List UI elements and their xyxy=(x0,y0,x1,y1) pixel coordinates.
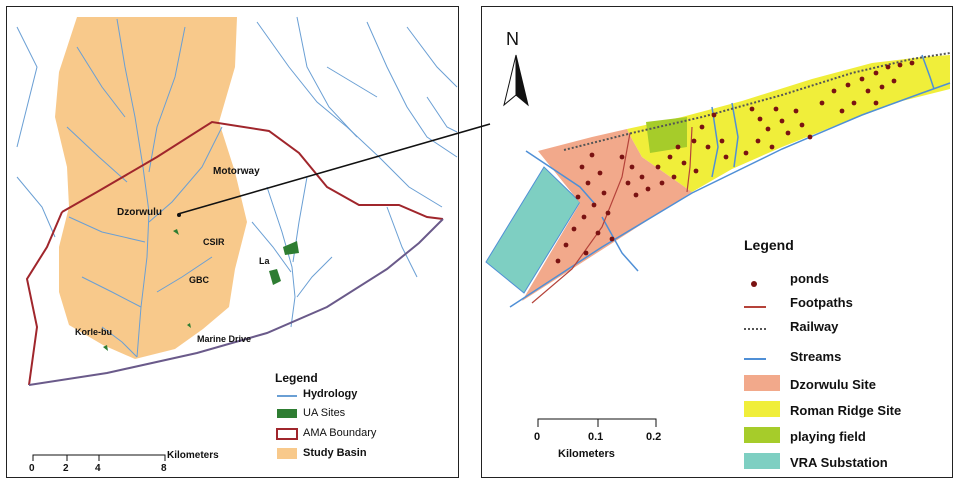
left-map-panel: Motorway Dzorwulu CSIR La GBC Korle-bu M… xyxy=(6,6,459,478)
left-scale-tick-2: 2 xyxy=(63,463,69,474)
left-legend-swatches xyxy=(276,395,298,459)
ua-sites xyxy=(103,229,299,351)
right-map-panel: N Legend ponds Footpaths Railway Streams… xyxy=(481,6,953,478)
left-map-canvas xyxy=(16,16,458,461)
place-label-korle-bu: Korle-bu xyxy=(75,327,112,337)
legend-label-study-basin: Study Basin xyxy=(303,447,367,459)
left-scale-unit: Kilometers xyxy=(167,450,219,461)
legend-label-dzorwulu-site: Dzorwulu Site xyxy=(790,377,876,392)
legend-label-ama-boundary: AMA Boundary xyxy=(303,427,377,439)
right-map-canvas xyxy=(485,52,951,469)
ama-boundary-west xyxy=(25,211,63,386)
north-label: N xyxy=(506,29,519,49)
place-label-motorway: Motorway xyxy=(213,166,260,177)
coastline xyxy=(28,218,444,386)
legend-label-ponds: ponds xyxy=(790,271,829,286)
study-basin-area xyxy=(55,17,247,359)
legend-label-railway: Railway xyxy=(790,319,839,334)
place-label-la: La xyxy=(259,256,270,266)
left-scale-tick-4: 4 xyxy=(95,463,101,474)
footpaths xyxy=(531,126,693,304)
playing-field-area xyxy=(646,117,687,153)
left-scale-tick-0: 0 xyxy=(29,463,35,474)
place-label-dzorwulu: Dzorwulu xyxy=(117,207,162,218)
legend-label-footpaths: Footpaths xyxy=(790,295,853,310)
place-label-csir: CSIR xyxy=(203,237,225,247)
place-label-gbc: GBC xyxy=(189,275,209,285)
right-scale-unit: Kilometers xyxy=(558,448,615,460)
railway-line xyxy=(563,52,951,151)
left-scale-bar xyxy=(32,454,166,461)
legend-label-hydrology: Hydrology xyxy=(303,388,358,400)
left-scale-tick-8: 8 xyxy=(161,463,167,474)
ponds-points xyxy=(555,60,915,264)
left-legend-title: Legend xyxy=(275,371,318,385)
legend-label-ua-sites: UA Sites xyxy=(303,407,346,419)
place-label-marine-drive: Marine Drive xyxy=(197,334,252,344)
legend-label-streams: Streams xyxy=(790,349,842,364)
legend-label-vra-substation: VRA Substation xyxy=(790,455,888,470)
legend-label-playing-field: playing field xyxy=(790,429,866,444)
right-scale-tick-0-1: 0.1 xyxy=(588,431,604,443)
right-scale-tick-0: 0 xyxy=(534,431,541,443)
legend-label-roman-ridge-site: Roman Ridge Site xyxy=(790,403,902,418)
streams xyxy=(509,54,951,308)
north-arrow-icon xyxy=(503,54,529,107)
right-scale-bar xyxy=(537,418,657,427)
right-legend-swatches xyxy=(744,281,780,469)
right-scale-tick-0-2: 0.2 xyxy=(646,431,662,443)
right-legend-title: Legend xyxy=(744,237,794,253)
dzorwulu-point xyxy=(177,213,181,217)
